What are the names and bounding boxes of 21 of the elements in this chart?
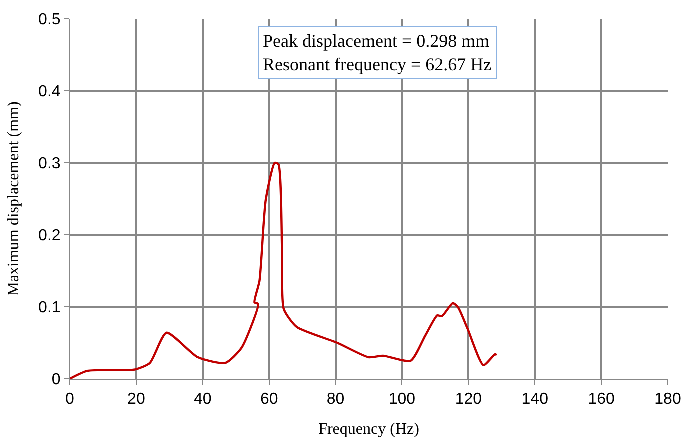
y-axis-title: Maximum displacement (mm) [5, 102, 22, 296]
y-tick-label: 0.1 [38, 300, 61, 317]
x-tick-label: 40 [194, 391, 212, 408]
annotation: Peak displacement = 0.298 mm [263, 31, 490, 51]
y-tick-label: 0 [52, 372, 61, 389]
annotation: Resonant frequency = 62.67 Hz [263, 54, 492, 74]
x-tick-label: 180 [654, 391, 682, 408]
y-tick-label: 0.3 [38, 156, 61, 173]
x-tick-label: 60 [260, 391, 278, 408]
x-tick-label: 160 [588, 391, 616, 408]
x-tick-label: 100 [388, 391, 416, 408]
line-series [70, 162, 498, 379]
x-tick-label: 120 [455, 391, 482, 408]
x-tick-label: 80 [326, 391, 345, 408]
x-tick-label: 140 [522, 391, 549, 408]
x-tick-label: 20 [128, 391, 146, 408]
y-tick-label: 0.2 [38, 228, 61, 245]
x-axis-title: Frequency (Hz) [318, 420, 420, 438]
x-tick-label: 0 [66, 391, 75, 408]
y-tick-label: 0.5 [38, 12, 61, 29]
y-tick-label: 0.4 [38, 84, 61, 101]
